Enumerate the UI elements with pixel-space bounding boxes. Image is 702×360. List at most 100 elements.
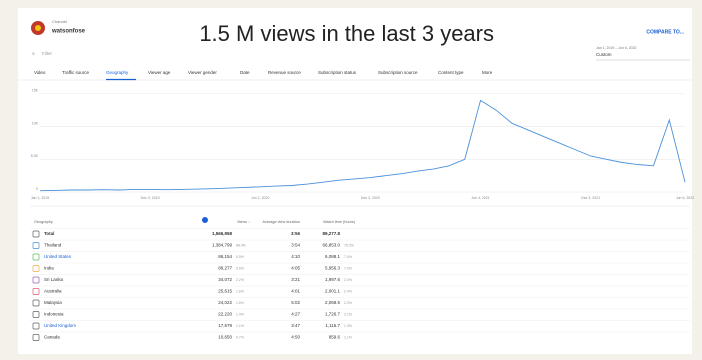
filter-icon[interactable]: ≡ [32, 51, 35, 56]
x-tick-label: Dec 3, 2021 [581, 196, 600, 200]
row-checkbox[interactable] [32, 288, 40, 295]
row-watch-pct: 2.3% [344, 301, 352, 305]
series-line [39, 99, 686, 192]
row-watch-pct: 2.1% [344, 312, 352, 316]
row-name: Thailand [44, 243, 62, 248]
y-tick-label: 15K [32, 89, 39, 93]
row-watch-pct: 75.2% [344, 243, 354, 247]
tab[interactable]: Date [240, 70, 250, 75]
row-views: 34,072 [218, 277, 232, 282]
row-checkbox[interactable] [32, 311, 40, 318]
row-watch: 2,068.5 [325, 300, 341, 305]
date-range[interactable]: Jan 1, 2019 – Jun 6, 2022 [596, 46, 637, 50]
info-icon [202, 217, 208, 223]
row-views-pct: 0.7% [236, 335, 244, 339]
row-checkbox[interactable] [32, 276, 40, 284]
row-views: 24,022 [218, 300, 232, 305]
tab[interactable]: Geography [106, 70, 129, 75]
x-tick-label: Jun 6, 2022 [676, 196, 694, 200]
table: Geography Views ↓ Average view duration Wat… [30, 205, 690, 341]
tab[interactable]: Viewer age [148, 70, 171, 75]
row-checkbox[interactable] [32, 242, 40, 249]
x-tick-label: Dec 3, 2019 [141, 196, 160, 200]
chart: 0 5.0K 10K 15K Jan 1, 2019 Dec 3, 2019 Jun 2, … [31, 89, 694, 200]
tabs: Video Traffic source Geography Viewer age Vi… [34, 70, 493, 81]
row-checkbox[interactable] [32, 253, 40, 261]
row-watch-pct: 2.4% [344, 278, 352, 282]
filter[interactable]: Filter [42, 51, 53, 56]
row-views-pct: 5.5% [236, 255, 244, 259]
headline: 1.5 M views in the last 3 years [199, 21, 494, 46]
row-name: Sri Lanka [44, 277, 64, 282]
period[interactable]: Custom [596, 52, 612, 57]
channel-name[interactable]: watsonfose [51, 29, 86, 35]
row-views: 17,678 [218, 323, 232, 328]
row-duration: 4:05 [291, 266, 300, 271]
row-watch: 5,956.3 [325, 266, 341, 271]
row-checkbox[interactable] [32, 230, 40, 238]
row-watch: 6,088.1 [325, 254, 341, 259]
row-checkbox[interactable] [32, 265, 40, 272]
row-watch: 859.6 [329, 335, 341, 340]
row-name[interactable]: United States [44, 254, 72, 259]
column-header: Watch time (hours) [323, 220, 356, 224]
tab[interactable]: More [482, 70, 493, 75]
row-views: 88,277 [218, 266, 232, 271]
row-views: 86,154 [218, 254, 232, 259]
y-tick-label: 5.0K [31, 154, 39, 158]
row-duration: 3:21 [291, 277, 300, 282]
row-views: 22,220 [218, 312, 232, 317]
row-views-pct: 5.6% [236, 266, 244, 270]
x-tick-label: Jun 2, 2020 [251, 196, 269, 200]
tab[interactable]: Subscription source [378, 70, 418, 75]
row-checkbox[interactable] [32, 334, 40, 341]
row-views: 10,650 [218, 335, 232, 340]
row-watch: 66,853.0 [322, 243, 340, 248]
channel-label: Channel [52, 19, 67, 24]
row-name: Malaysia [44, 300, 62, 305]
card [18, 8, 692, 354]
row-name: India [44, 266, 54, 271]
column-header: Geography [34, 220, 53, 224]
row-views-pct: 2.2% [236, 278, 244, 282]
row-duration: 3:54 [291, 243, 300, 248]
row-checkbox[interactable] [32, 299, 40, 307]
row-name: Total [44, 231, 54, 236]
row-duration: 3:56 [291, 231, 301, 236]
row-views: 1,566,958 [212, 231, 233, 236]
row-views-pct: 88.4% [236, 243, 246, 247]
row-watch-pct: 1.1% [344, 335, 352, 339]
row-watch: 1,116.7 [325, 323, 340, 328]
row-duration: 3:47 [291, 323, 300, 328]
row-duration: 4:27 [291, 312, 300, 317]
row-duration: 4:01 [291, 289, 300, 294]
tab[interactable]: Content type [438, 70, 464, 75]
tab[interactable]: Traffic source [62, 70, 90, 75]
row-checkbox[interactable] [32, 322, 40, 330]
y-tick-label: 10K [32, 121, 39, 125]
row-views-pct: 1.5% [236, 301, 244, 305]
tab[interactable]: Viewer gender [188, 70, 217, 75]
row-watch: 89,277.8 [322, 231, 340, 236]
row-watch-pct: 7.0% [344, 255, 352, 259]
row-views: 1,384,799 [212, 243, 233, 248]
row-views-pct: 1.1% [236, 324, 244, 328]
tab[interactable]: Video [34, 70, 46, 75]
row-name[interactable]: United Kingdom [44, 323, 76, 328]
column-header: Average view duration [263, 220, 301, 224]
row-duration: 4:50 [291, 335, 300, 340]
row-name: Canada [44, 335, 60, 340]
row-watch: 1,997.6 [325, 277, 341, 282]
row-watch-pct: 2.4% [344, 289, 352, 293]
row-watch: 2,001.1 [325, 289, 341, 294]
tab[interactable]: Subscription status [318, 70, 357, 75]
x-tick-label: Jan 1, 2019 [31, 196, 49, 200]
x-tick-label: Dec 3, 2020 [361, 196, 380, 200]
row-watch-pct: 7.0% [344, 266, 352, 270]
column-header[interactable]: Views ↓ [237, 220, 250, 224]
y-tick-label: 0 [36, 187, 38, 191]
compare-button[interactable]: COMPARE TO... [646, 29, 684, 35]
row-name: Indonesia [44, 312, 64, 317]
tab[interactable]: Revenue source [268, 70, 301, 75]
